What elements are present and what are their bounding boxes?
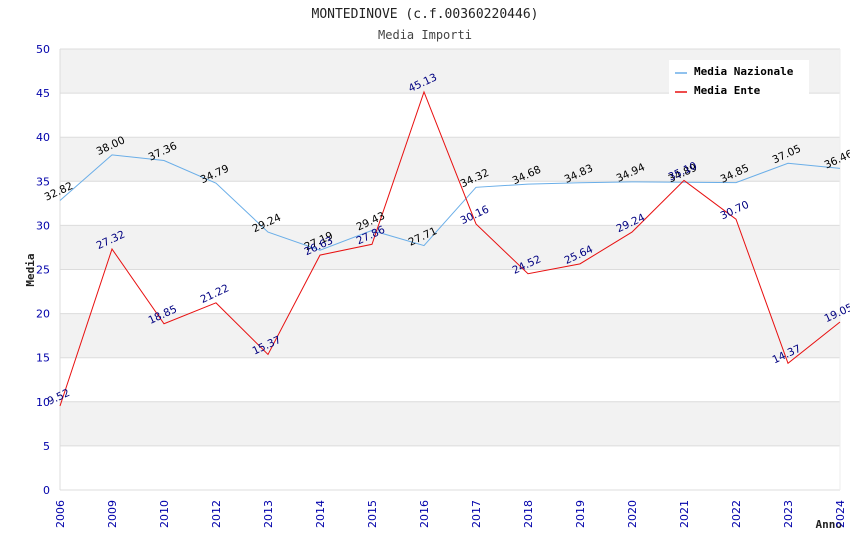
x-tick-label: 2021 xyxy=(678,500,691,528)
data-label: 30.16 xyxy=(459,203,492,227)
x-tick-label: 2024 xyxy=(834,500,847,528)
x-tick-label: 2013 xyxy=(262,500,275,528)
legend-box xyxy=(669,60,809,96)
y-axis-label: Media xyxy=(24,253,37,286)
x-tick-label: 2006 xyxy=(54,500,67,528)
plot-background-bands xyxy=(60,49,840,446)
x-tick-label: 2019 xyxy=(574,500,587,528)
x-tick-label: 2023 xyxy=(782,500,795,528)
series-line-media-nazionale xyxy=(59,154,841,251)
series-lines xyxy=(59,90,841,407)
y-tick-label: 0 xyxy=(43,484,50,497)
x-tick-label: 2014 xyxy=(314,500,327,528)
y-tick-label: 45 xyxy=(36,87,50,100)
x-axis-ticks: 2006 2009 2010 2012 2013 2014 2015 2016 2017 2018… xyxy=(54,500,847,528)
x-tick-label: 2022 xyxy=(730,500,743,528)
legend-label-ente: Media Ente xyxy=(694,84,761,97)
x-tick-label: 2012 xyxy=(210,500,223,528)
x-tick-label: 2017 xyxy=(470,500,483,528)
x-tick-label: 2009 xyxy=(106,500,119,528)
y-tick-label: 10 xyxy=(36,396,50,409)
grid-band xyxy=(60,313,840,358)
y-tick-label: 35 xyxy=(36,175,50,188)
data-label: 21.22 xyxy=(199,282,231,306)
y-tick-label: 30 xyxy=(36,219,50,232)
legend-label-nazionale: Media Nazionale xyxy=(694,65,794,78)
x-tick-label: 2020 xyxy=(626,500,639,528)
y-tick-label: 5 xyxy=(43,440,50,453)
grid-band xyxy=(60,225,840,270)
x-tick-label: 2018 xyxy=(522,500,535,528)
y-tick-label: 15 xyxy=(36,352,50,365)
chart-subtitle: Media Importi xyxy=(378,28,472,42)
x-axis-label: Anno xyxy=(816,518,843,531)
y-axis-ticks: 0 5 10 15 20 25 30 35 40 45 50 xyxy=(36,43,50,497)
series-line-media-ente xyxy=(59,90,841,407)
y-tick-label: 25 xyxy=(36,264,50,277)
legend: Media Nazionale Media Ente xyxy=(669,60,809,97)
y-tick-label: 50 xyxy=(36,43,50,56)
x-tick-label: 2016 xyxy=(418,500,431,528)
y-tick-label: 20 xyxy=(36,308,50,321)
chart-title: MONTEDINOVE (c.f.00360220446) xyxy=(312,7,539,22)
grid-band xyxy=(60,401,840,446)
x-tick-label: 2010 xyxy=(158,500,171,528)
y-tick-label: 40 xyxy=(36,131,50,144)
x-tick-label: 2015 xyxy=(366,500,379,528)
